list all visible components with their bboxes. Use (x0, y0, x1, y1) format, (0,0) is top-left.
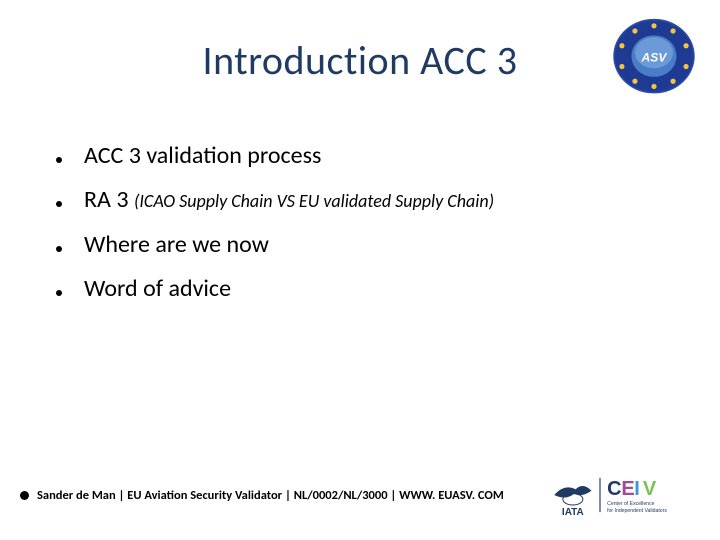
bullet-sub: (ICAO Supply Chain VS EU validated Suppl… (134, 190, 494, 212)
bullet-dot-icon (56, 157, 62, 163)
bullet-list: ACC 3 validation process RA 3 (ICAO Supp… (56, 140, 664, 318)
bullet-text: ACC 3 validation process (84, 140, 321, 172)
list-item: ACC 3 validation process (56, 140, 664, 172)
bullet-main: ACC 3 validation process (84, 141, 321, 170)
bullet-dot-icon (56, 201, 62, 207)
list-item: RA 3 (ICAO Supply Chain VS EU validated … (56, 184, 664, 216)
svg-text:IATA: IATA (562, 507, 584, 518)
bullet-dot-icon (56, 290, 62, 296)
footer-dot-icon (20, 491, 29, 500)
asv-badge-icon: ASV (610, 18, 698, 96)
list-item: Word of advice (56, 273, 664, 305)
footer-left: Sander de Man | EU Aviation Security Val… (20, 488, 504, 503)
list-item: Where are we now (56, 229, 664, 261)
iata-ceiv-logo-icon: IATA C E I V Center of Excellence for In… (550, 472, 700, 518)
svg-text:E: E (621, 478, 634, 500)
bullet-text: Where are we now (84, 229, 269, 261)
slide: Introduction ACC 3 ASV ACC 3 validation … (0, 0, 720, 540)
footer-text: Sander de Man | EU Aviation Security Val… (37, 488, 504, 503)
bullet-main: Where are we now (84, 230, 269, 259)
bullet-text: RA 3 (ICAO Supply Chain VS EU validated … (84, 184, 494, 216)
svg-text:I: I (634, 478, 640, 500)
svg-text:ASV: ASV (641, 50, 668, 64)
bullet-main: RA 3 (84, 185, 134, 214)
svg-text:C: C (607, 478, 621, 500)
footer: Sander de Man | EU Aviation Security Val… (20, 472, 700, 518)
bullet-main: Word of advice (84, 274, 231, 303)
bullet-dot-icon (56, 246, 62, 252)
ceiv-sub1: Center of Excellence (607, 501, 654, 507)
bullet-text: Word of advice (84, 273, 231, 305)
ceiv-sub2: for Independent Validators (607, 508, 667, 514)
svg-text:V: V (643, 478, 657, 500)
